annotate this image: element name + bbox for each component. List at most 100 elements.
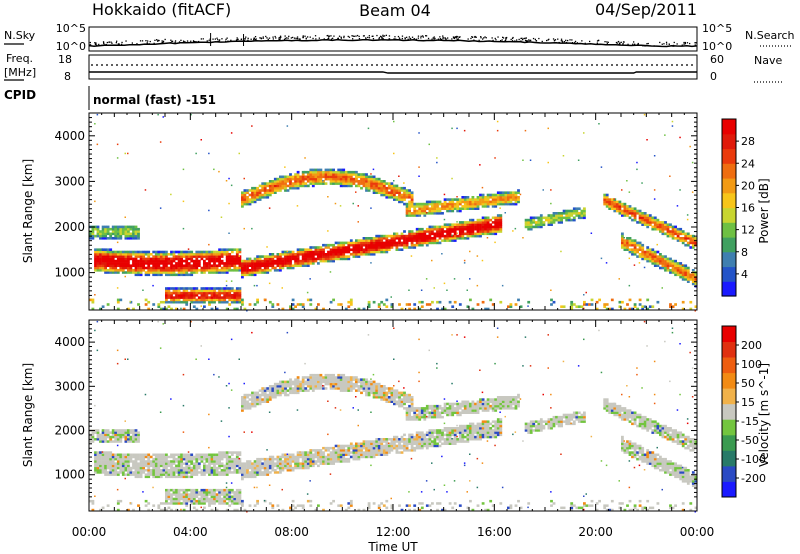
velocity-cell [180,466,183,470]
power-speck [299,248,301,250]
power-cell [357,248,361,251]
noise-search-point [280,36,282,38]
power-speck [428,143,430,146]
noise-search-point [297,37,299,40]
noise-search-point [279,35,282,37]
power-cell [613,207,617,210]
power-speck [550,289,552,291]
power-speck [653,189,656,191]
power-cell [418,205,422,208]
power-cell [425,200,429,204]
power-cell [453,207,457,210]
velocity-cell [248,462,252,465]
power-cell [618,209,622,213]
power-cell [458,232,462,236]
power-cell [220,269,224,272]
power-cell [686,269,690,272]
power-cell [448,232,452,236]
power-cell [289,307,292,311]
power-cell [182,296,186,299]
power-cell [142,264,145,267]
power-cell [489,193,493,197]
velocity-cell [246,471,249,474]
power-cell [248,269,252,272]
power-cell [106,259,110,263]
power-cell [557,221,561,224]
cpid-mode-text: normal (fast) -151 [93,93,216,107]
power-cell [279,175,282,179]
velocity-cell [157,466,161,470]
noise-sky-trace [88,38,698,48]
velocity-cell [182,469,186,472]
power-cell [626,248,629,251]
power-cell [329,182,333,185]
power-cell [633,248,637,251]
noise-search-point [417,37,419,39]
power-cell [557,212,561,215]
power-cell [309,177,313,181]
power-cell [588,303,591,306]
power-cell [646,253,650,256]
power-cell [225,257,229,261]
velocity-cell [175,457,178,461]
velocity-cell [172,453,176,456]
power-cell [375,234,379,238]
power-cell [127,262,130,265]
power-cell [291,175,295,179]
velocity-speck [162,323,164,325]
power-speck [524,129,527,132]
power-cell [527,218,531,222]
power-cell [253,273,257,277]
velocity-cell [104,473,107,476]
power-cell [676,262,680,265]
power-cell [431,207,434,210]
power-cell [628,307,632,311]
power-cell [633,212,637,215]
power-cell [203,255,206,258]
noise-search-point [236,37,238,39]
power-cell [491,303,495,306]
power-cell [661,257,665,261]
power-cell [159,300,163,304]
power-cell [301,177,305,181]
power-speck [643,113,646,116]
velocity-cell [248,404,252,408]
velocity-cell [205,464,209,468]
noise-search-point [666,43,668,45]
power-cell [233,266,237,270]
power-cell [499,221,503,224]
power-cell [398,241,401,245]
power-cell [360,253,363,256]
velocity-cell [251,400,254,403]
power-cell [365,253,368,256]
power-cell [496,193,500,197]
power-cell [623,239,627,242]
velocity-cell [253,404,257,408]
velocity-cell [225,464,229,468]
power-cell [235,291,239,295]
power-cell [425,237,429,240]
power-cell [203,262,206,265]
power-cell [342,177,346,181]
power-cell [466,202,470,206]
noise-search-point [154,39,156,41]
noise-search-point [352,38,354,40]
power-cell [106,230,110,233]
power-cell [208,289,211,293]
power-cell [476,234,480,238]
noise-search-point [216,37,218,39]
velocity-cell [215,466,219,470]
velocity-cell [235,455,239,459]
power-cell [119,298,123,302]
power-cell [159,253,163,256]
power-cell [322,307,325,311]
power-cell [132,269,135,272]
power-cell [643,223,647,226]
power-cell [324,182,328,185]
power-speck [116,241,119,244]
power-cell [258,255,262,258]
power-cell [157,250,161,254]
power-cell [398,198,401,201]
power-cell [220,262,224,265]
velocity-cell [246,396,249,399]
